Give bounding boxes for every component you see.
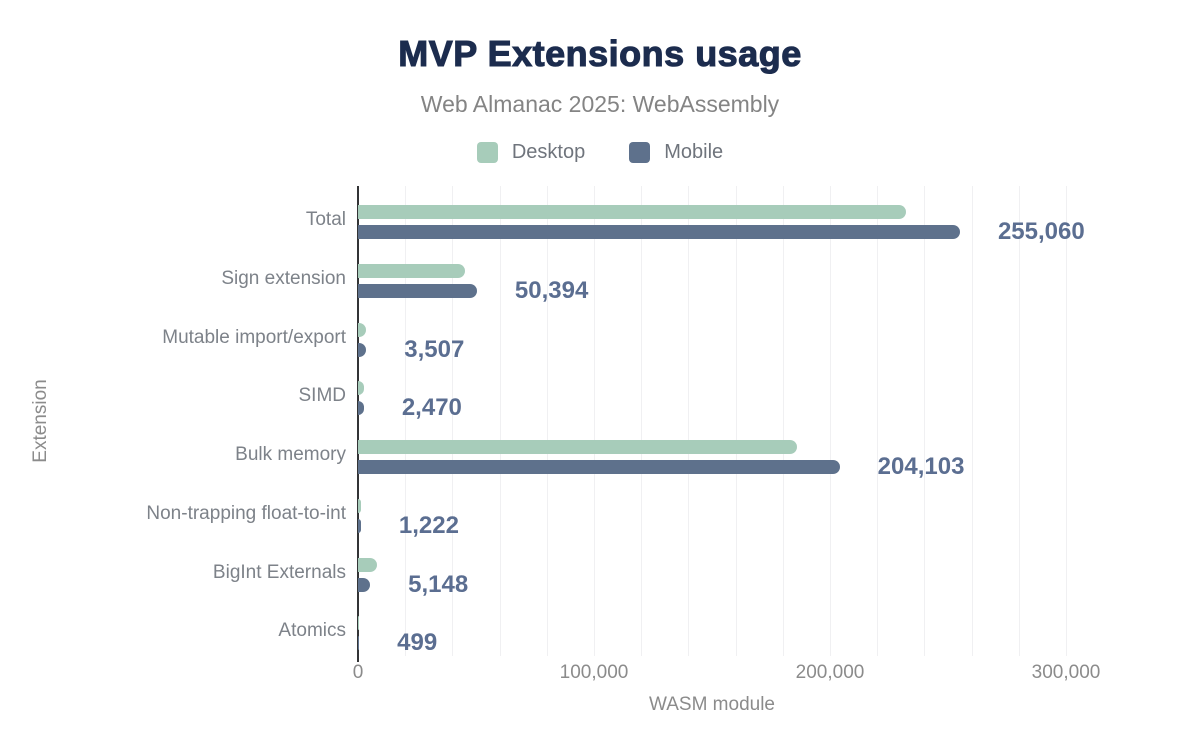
bar-desktop-0 [358,205,906,219]
value-label-1: 50,394 [514,276,589,304]
y-axis-line [357,186,359,662]
gridline [877,186,879,656]
value-label-2: 3,507 [404,335,465,363]
bar-mobile-5 [358,518,361,533]
plot-area [357,186,1100,662]
desktop-swatch-icon [476,142,498,163]
gridline [735,186,737,656]
category-label-2: Mutable import/export [162,326,346,348]
gridline [924,186,926,656]
mobile-swatch-icon [629,142,651,163]
gridline [405,186,407,656]
x-tick-label-3: 300,000 [1031,662,1101,683]
chart-subtitle: Web Almanac 2025: WebAssembly [420,91,780,117]
gridline [830,186,831,656]
bar-mobile-0 [358,225,960,239]
gridline [971,186,973,656]
x-tick-label-2: 200,000 [795,662,865,683]
gridline [1066,186,1067,656]
bar-mobile-6 [358,577,371,592]
bar-desktop-3 [358,381,364,396]
gridline [782,186,784,656]
chart-title: MVP Extensions usage [398,32,802,74]
gridline [1018,186,1020,656]
bar-mobile-3 [358,401,364,416]
gridline [641,186,643,656]
legend-item-desktop: Desktop [476,141,586,164]
category-label-6: BigInt Externals [212,561,346,583]
gridline [688,186,690,656]
bar-mobile-2 [358,342,367,357]
category-label-4: Bulk memory [235,444,346,465]
category-label-5: Non-trapping float-to-int [146,502,346,524]
gridline [546,186,548,656]
value-label-5: 1,222 [398,511,459,539]
legend-item-mobile: Mobile [629,141,723,164]
value-label-0: 255,060 [997,218,1085,245]
bar-mobile-7 [358,636,360,651]
x-axis-title: WASM module [649,694,775,715]
category-label-0: Total [305,209,346,230]
bar-desktop-2 [358,322,367,337]
category-label-1: Sign extension [221,267,346,289]
gridline [499,186,501,656]
bar-mobile-1 [358,283,477,298]
x-tick-label-1: 100,000 [559,662,629,683]
gridline [594,186,595,656]
x-tick-label-0: 0 [352,662,364,683]
value-label-3: 2,470 [401,394,462,422]
bar-desktop-7 [358,616,360,631]
bar-desktop-1 [358,263,466,278]
category-label-7: Atomics [278,620,346,642]
gridline [452,186,454,656]
bar-desktop-4 [358,440,797,454]
value-label-6: 5,148 [408,570,469,598]
legend-label-mobile: Mobile [664,141,724,163]
value-label-4: 204,103 [877,453,965,480]
legend-label-desktop: Desktop [511,141,586,163]
value-label-7: 499 [397,629,438,657]
bar-desktop-6 [358,557,377,572]
bar-mobile-4 [358,460,840,474]
category-label-3: SIMD [298,385,347,407]
bar-desktop-5 [358,498,362,513]
chart-legend: Desktop Mobile [0,141,1200,164]
